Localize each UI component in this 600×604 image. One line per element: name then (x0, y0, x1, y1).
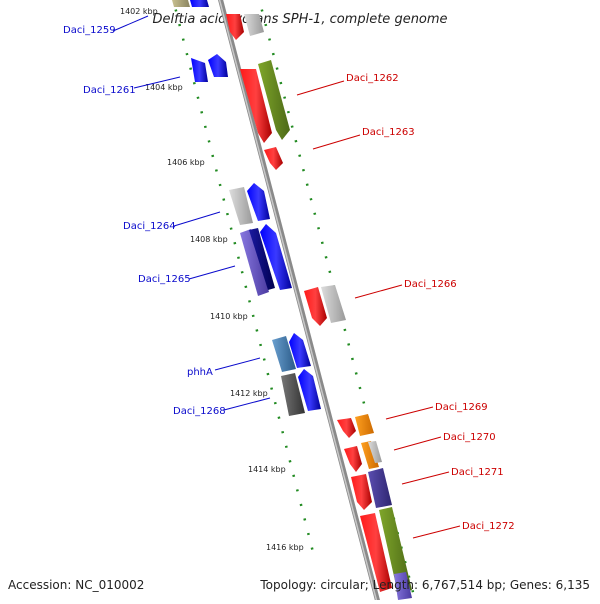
gene-features (172, 0, 412, 600)
gene-feature-daci-1272[interactable] (379, 507, 412, 594)
leader-daci-1265 (188, 265, 236, 280)
label-daci-1265[interactable]: Daci_1265 (138, 274, 191, 285)
label-daci-1269[interactable]: Daci_1269 (435, 402, 488, 413)
gene-feature-purple-bottom[interactable] (394, 572, 412, 600)
label-phhA[interactable]: phhA (187, 367, 213, 378)
leader-daci-1271 (401, 471, 450, 485)
gene-feature-daci-1270[interactable] (361, 441, 379, 469)
gene-feature-daci-1262[interactable] (258, 60, 290, 140)
gene-feature-red-top[interactable] (226, 14, 244, 40)
kbp-label-1416: 1416 kbp (266, 543, 304, 552)
leader-daci-1268 (223, 397, 271, 411)
leader-daci-1266 (354, 284, 403, 299)
gene-feature-daci-1269[interactable] (355, 414, 374, 436)
gene-feature-daci-1264[interactable] (247, 183, 270, 221)
label-daci-1259[interactable]: Daci_1259 (63, 25, 116, 36)
label-daci-1266[interactable]: Daci_1266 (404, 279, 457, 290)
gene-feature-daci-1261-b[interactable] (208, 54, 228, 77)
gene-feature-grey-1266[interactable] (321, 285, 346, 323)
kbp-label-1404: 1404 kbp (145, 83, 183, 92)
gene-feature-grey-1264[interactable] (229, 187, 253, 225)
gene-feature-daci-1262-red[interactable] (240, 69, 272, 143)
kbp-label-1402: 1402 kbp (120, 7, 158, 16)
gene-feature-navy-1265[interactable] (249, 228, 275, 290)
label-daci-1268[interactable]: Daci_1268 (173, 406, 226, 417)
leader-daci-1264 (173, 211, 221, 227)
kbp-label-1410: 1410 kbp (210, 312, 248, 321)
label-daci-1261[interactable]: Daci_1261 (83, 85, 136, 96)
gene-feature-khaki[interactable] (172, 0, 190, 7)
kbp-label-1412: 1412 kbp (230, 389, 268, 398)
kbp-label-1406: 1406 kbp (167, 158, 205, 167)
leader-daci-1272 (412, 525, 461, 539)
gene-feature-daci-1259[interactable] (190, 0, 209, 7)
leader-phhA (214, 357, 261, 371)
gene-feature-daci-1271[interactable] (368, 468, 392, 508)
map-title: Delftia acidovorans SPH-1, complete geno… (152, 12, 447, 27)
kbp-label-1414: 1414 kbp (248, 465, 286, 474)
gene-feature-blue-1268[interactable] (298, 369, 321, 411)
genome-backbone-highlight (218, 0, 379, 604)
leader-daci-1261 (133, 76, 181, 89)
topology-text: Topology: circular; Length: 6,767,514 bp… (260, 578, 590, 592)
leader-daci-1262 (296, 80, 345, 96)
gene-feature-blue-1265[interactable] (260, 224, 292, 290)
gene-feature-red-1271[interactable] (351, 474, 372, 510)
gene-feature-blue-phhA[interactable] (289, 333, 311, 368)
leader-daci-1269 (385, 406, 434, 420)
label-daci-1270[interactable]: Daci_1270 (443, 432, 496, 443)
gene-feature-daci-1265[interactable] (240, 229, 269, 296)
accession-text: Accession: NC_010002 (8, 578, 145, 592)
label-daci-1271[interactable]: Daci_1271 (451, 467, 504, 478)
gene-feature-grey-top[interactable] (244, 14, 264, 36)
leader-daci-1270 (393, 436, 442, 451)
leader-daci-1263 (312, 134, 361, 150)
gene-feature-daci-1268[interactable] (281, 373, 305, 416)
gene-feature-grey-1270[interactable] (368, 441, 382, 463)
label-daci-1264[interactable]: Daci_1264 (123, 221, 176, 232)
left-labels: Daci_1259 Daci_1261 Daci_1264 Daci_1265 … (63, 15, 271, 417)
gene-feature-red-1270[interactable] (344, 446, 362, 472)
gene-feature-daci-1263[interactable] (264, 147, 283, 170)
gene-feature-phhA[interactable] (272, 336, 296, 372)
gene-feature-red-1269[interactable] (337, 418, 356, 438)
leader-daci-1259 (112, 15, 149, 32)
gene-feature-red-1272[interactable] (360, 513, 392, 592)
label-daci-1272[interactable]: Daci_1272 (462, 521, 515, 532)
genome-backbone (218, 0, 382, 604)
right-labels: Daci_1262 Daci_1263 Daci_1266 Daci_1269 … (296, 73, 515, 539)
label-daci-1262[interactable]: Daci_1262 (346, 73, 399, 84)
gene-feature-daci-1261-a[interactable] (191, 58, 208, 82)
kbp-label-1408: 1408 kbp (190, 235, 228, 244)
label-daci-1263[interactable]: Daci_1263 (362, 127, 415, 138)
gene-feature-daci-1266[interactable] (304, 287, 327, 326)
